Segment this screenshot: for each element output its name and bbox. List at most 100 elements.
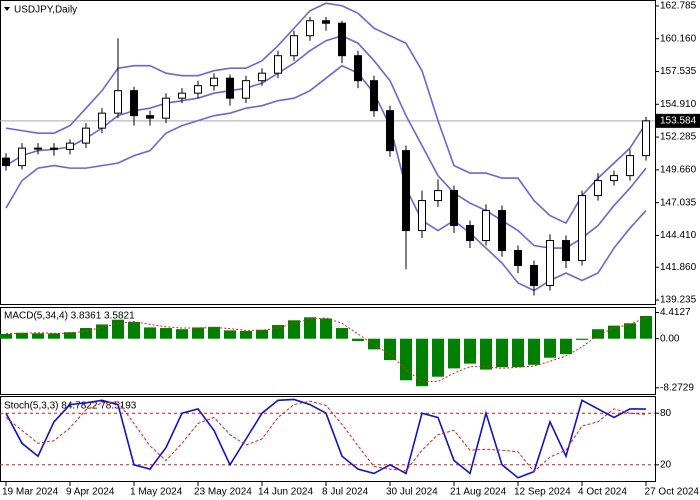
candle-body [130, 90, 138, 117]
candle-body [594, 180, 602, 197]
y-tick-label: 147.035 [660, 197, 697, 208]
candle-body [290, 35, 298, 57]
macd-bar [80, 328, 92, 339]
y-tick-label: 154.910 [660, 99, 697, 110]
candle-body [578, 195, 586, 262]
stoch-panel [0, 396, 656, 482]
candle-body [418, 200, 426, 232]
candle-body [402, 150, 410, 232]
y-tick-label: 152.285 [660, 132, 697, 143]
candle-body [306, 20, 314, 37]
macd-bar [384, 338, 396, 361]
macd-bar [32, 333, 44, 339]
x-tick-label: 30 Jul 2024 [386, 487, 438, 498]
y-tick-label: 0.00 [660, 333, 680, 344]
macd-bar [208, 326, 220, 339]
macd-bar [592, 329, 604, 339]
macd-bar [576, 338, 588, 340]
candle-body [514, 250, 522, 267]
menu-icon [4, 7, 10, 11]
macd-title: MACD(5,34,4) 3.8361 3.5821 [4, 311, 135, 322]
candle-body [146, 115, 154, 119]
x-tick-label: 14 Jun 2024 [258, 487, 313, 498]
x-tick-label: 19 Mar 2024 [2, 487, 59, 498]
x-tick-label: 9 Apr 2024 [66, 487, 115, 498]
candle-body [258, 72, 266, 82]
macd-bar [640, 315, 652, 339]
candle-body [482, 210, 490, 242]
candle-body [82, 127, 90, 144]
candle-body [370, 80, 378, 112]
candle-body [242, 80, 250, 99]
x-tick-label: 1 May 2024 [130, 487, 183, 498]
macd-bar [448, 338, 460, 369]
candle-body [210, 77, 218, 87]
macd-bar [512, 338, 524, 368]
candle-body [34, 147, 42, 150]
macd-bar [176, 329, 188, 339]
candle-body [322, 20, 330, 24]
macd-bar [496, 338, 508, 368]
macd-bar [144, 327, 156, 339]
macd-bar [560, 338, 572, 355]
macd-bar [432, 338, 444, 377]
candle-body [450, 190, 458, 227]
x-tick-label: 21 Aug 2024 [450, 487, 507, 498]
candle-body [610, 175, 618, 182]
candle-body [498, 210, 506, 252]
y-tick-label: 20 [660, 459, 672, 470]
macd-bar [304, 317, 316, 339]
candle-body [466, 225, 474, 242]
chart-title: USDJPY,Daily [14, 5, 77, 16]
candle-body [18, 147, 26, 167]
candle-body [274, 55, 282, 74]
candle-body [226, 77, 234, 99]
candle-body [194, 85, 202, 94]
candle-body [338, 22, 346, 57]
macd-bar [48, 333, 60, 339]
y-tick-label: -8.2729 [660, 382, 694, 393]
y-tick-label: 141.860 [660, 262, 697, 273]
candle-body [354, 55, 362, 82]
macd-bar [0, 333, 12, 339]
y-tick-label: 160.160 [660, 33, 697, 44]
y-tick-label: 162.785 [660, 1, 697, 12]
candle-body [2, 157, 10, 167]
macd-bar [352, 338, 364, 342]
macd-bar [400, 338, 412, 381]
y-tick-label: 149.660 [660, 165, 697, 176]
macd-bar [464, 338, 476, 364]
candle-body [530, 265, 538, 287]
stoch-title: Stoch(5,3,3) 84.7822 78.5193 [4, 401, 137, 412]
x-tick-label: 4 Oct 2024 [578, 487, 627, 498]
macd-signal [6, 316, 647, 382]
y-tick-label: 139.235 [660, 295, 697, 306]
band-upper [5, 2, 647, 225]
candle-body [98, 112, 106, 129]
macd-bar [16, 332, 28, 339]
macd-bar [272, 325, 284, 339]
macd-bar [416, 338, 428, 387]
candle-body [546, 240, 554, 287]
last-price-box [656, 113, 700, 128]
macd-bar [528, 338, 540, 365]
macd-bar [240, 330, 252, 339]
macd-bar [624, 323, 636, 339]
y-tick-label: 4.4127 [660, 307, 691, 318]
candle-body [386, 110, 394, 152]
last-price-label: 153.584 [660, 115, 697, 126]
y-tick-label: 157.535 [660, 66, 697, 77]
x-tick-label: 23 May 2024 [194, 487, 252, 498]
candle-body [562, 240, 570, 262]
macd-bar [64, 332, 76, 339]
macd-panel [0, 307, 656, 395]
y-tick-label: 80 [660, 408, 672, 419]
stoch-main [5, 398, 647, 479]
macd-bar [192, 327, 204, 339]
macd-bar [160, 328, 172, 339]
candle-body [434, 190, 442, 202]
candle-body [162, 97, 170, 119]
macd-bar [544, 338, 556, 358]
macd-bar [288, 320, 300, 339]
macd-bar [256, 329, 268, 339]
